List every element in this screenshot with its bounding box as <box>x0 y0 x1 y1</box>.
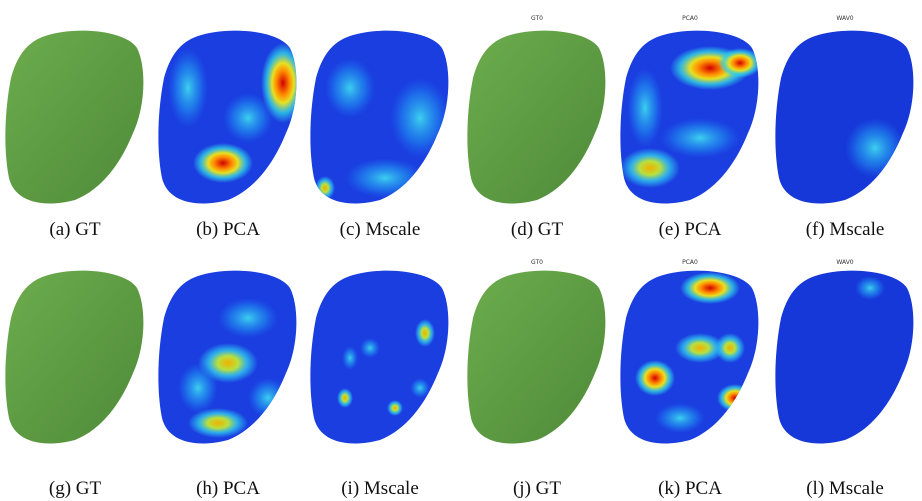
heat-spot <box>675 333 725 363</box>
heat-spot <box>387 400 403 416</box>
heat-spot <box>223 93 273 143</box>
panel <box>467 30 606 204</box>
panel <box>5 270 144 444</box>
panel <box>620 30 759 204</box>
panel <box>158 270 297 444</box>
heat-spot <box>680 272 740 304</box>
panel <box>5 30 144 204</box>
render-label: WAV0 <box>836 15 853 22</box>
heat-spot <box>345 158 425 198</box>
caption: (d) GT <box>511 219 564 240</box>
heatmap <box>620 270 759 444</box>
heatmap <box>775 30 914 204</box>
heat-spot <box>337 388 353 408</box>
mesh-shape <box>5 30 144 204</box>
heat-spot <box>248 378 288 418</box>
caption: (i) Mscale <box>341 478 419 499</box>
mesh-shape <box>467 30 606 204</box>
caption: (b) PCA <box>196 219 260 240</box>
mesh-shape <box>467 270 606 444</box>
heatmap <box>310 270 449 444</box>
heat-spot <box>627 68 663 148</box>
heat-spot <box>168 48 208 128</box>
heat-spot <box>410 378 430 398</box>
heatmap <box>620 30 759 204</box>
render-label: GT0 <box>531 15 543 22</box>
heat-spot <box>261 43 297 123</box>
caption: (h) PCA <box>196 478 260 499</box>
render-label: GT0 <box>531 259 543 266</box>
render-label: WAV0 <box>836 259 853 266</box>
heat-spot <box>360 338 380 358</box>
mesh-shape <box>5 270 144 444</box>
heat-spot <box>635 360 675 396</box>
caption: (k) PCA <box>658 478 722 499</box>
heat-spot <box>178 363 218 413</box>
heat-spot <box>325 58 375 118</box>
heat-spot <box>718 48 759 78</box>
render-label: PCA0 <box>682 15 698 22</box>
heat-spot <box>193 143 253 183</box>
caption: (c) Mscale <box>340 219 421 240</box>
heat-spot <box>715 333 745 363</box>
heatmap-base <box>775 270 914 444</box>
heat-spot <box>655 403 705 433</box>
heatmap-base <box>775 30 914 204</box>
heat-spot <box>315 176 335 200</box>
heat-spot <box>390 78 449 158</box>
caption: (j) GT <box>513 478 561 499</box>
heatmap <box>158 270 297 444</box>
heat-spot <box>660 118 740 158</box>
caption: (a) GT <box>49 219 101 240</box>
heat-spot <box>855 276 885 300</box>
render-label: PCA0 <box>682 259 698 266</box>
heatmap <box>158 30 297 204</box>
heatmap <box>310 30 449 204</box>
heat-spot <box>415 319 435 347</box>
panel <box>467 270 606 444</box>
heat-spot <box>845 118 905 178</box>
heat-spot <box>188 408 248 438</box>
panel <box>775 30 914 204</box>
heatmap <box>775 270 914 444</box>
heatmap-base <box>310 270 449 444</box>
panel <box>620 270 759 444</box>
heat-spot <box>717 384 753 412</box>
panel <box>310 30 449 204</box>
panel <box>158 30 297 204</box>
heat-spot <box>218 298 278 338</box>
caption: (f) Mscale <box>806 219 885 240</box>
caption: (e) PCA <box>659 219 722 240</box>
panel <box>310 270 449 444</box>
caption: (g) GT <box>49 478 102 499</box>
caption: (l) Mscale <box>806 478 884 499</box>
panel <box>775 270 914 444</box>
heat-spot <box>342 346 358 370</box>
heat-spot <box>620 148 680 188</box>
